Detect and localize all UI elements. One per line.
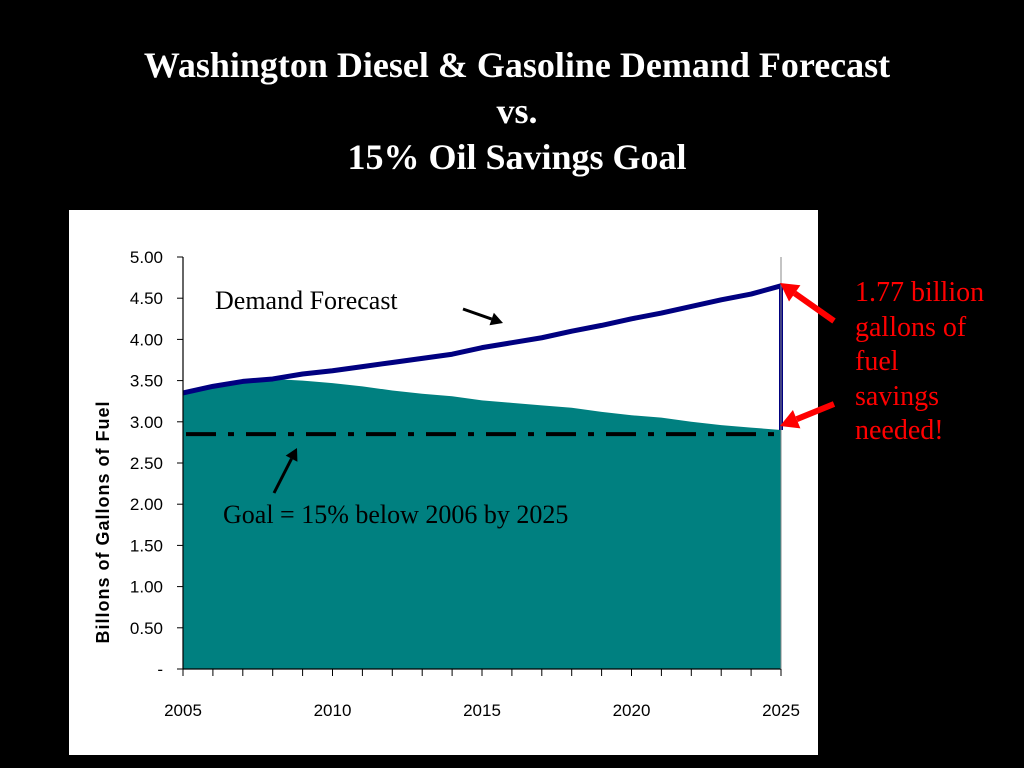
x-tick-label: 2020	[613, 701, 651, 720]
x-tick-label: 2025	[762, 701, 800, 720]
x-tick-label: 2005	[164, 701, 202, 720]
arrow-head	[285, 448, 298, 462]
y-tick-label: 5.00	[130, 248, 163, 267]
y-tick-label: 3.50	[130, 372, 163, 391]
title-line-3: 15% Oil Savings Goal	[347, 137, 687, 177]
y-tick-label: 2.50	[130, 454, 163, 473]
demand-chart: - 0.50 1.00 1.50 2.00 2.50 3.00 3.50 4.00 4.50 5.0…	[93, 248, 800, 720]
forecast-pointer-arrow	[462, 307, 503, 326]
savings-line-3: fuel	[855, 346, 899, 377]
consumption-area	[183, 378, 781, 669]
y-tick-label: 2.00	[130, 495, 163, 514]
arrow-shaft	[272, 458, 293, 494]
arrow-head	[489, 312, 503, 326]
arrow-shaft	[462, 307, 493, 321]
x-tick-label: 2010	[314, 701, 352, 720]
y-tick-label: -	[157, 660, 163, 679]
demand-forecast-label: Demand Forecast	[215, 286, 398, 315]
savings-annotation: 1.77 billion gallons of fuel savings nee…	[855, 276, 1024, 449]
y-tick-label: 1.00	[130, 578, 163, 597]
y-tick-label: 4.50	[130, 289, 163, 308]
y-tick-label: 4.00	[130, 330, 163, 349]
savings-line-1: 1.77 billion	[855, 277, 985, 308]
chart-panel: - 0.50 1.00 1.50 2.00 2.50 3.00 3.50 4.00 4.50 5.0…	[69, 210, 818, 755]
y-axis-label: Billons of Gallons of Fuel	[93, 400, 113, 643]
title-line-2: vs.	[496, 91, 538, 131]
demand-forecast-line	[182, 283, 782, 396]
y-tick-label: 3.00	[130, 413, 163, 432]
y-tick-label: 1.50	[130, 536, 163, 555]
title-line-1: Washington Diesel & Gasoline Demand Fore…	[143, 45, 891, 85]
goal-pointer-arrow	[272, 448, 298, 494]
y-tick-label: 0.50	[130, 619, 163, 638]
savings-line-2: gallons of	[855, 311, 967, 343]
goal-label: Goal = 15% below 2006 by 2025	[223, 500, 568, 529]
savings-line-4: savings	[855, 380, 939, 412]
x-tick-label: 2015	[463, 701, 501, 720]
slide-title: Washington Diesel & Gasoline Demand Fore…	[0, 42, 1024, 180]
savings-line-5: needed!	[855, 415, 944, 446]
